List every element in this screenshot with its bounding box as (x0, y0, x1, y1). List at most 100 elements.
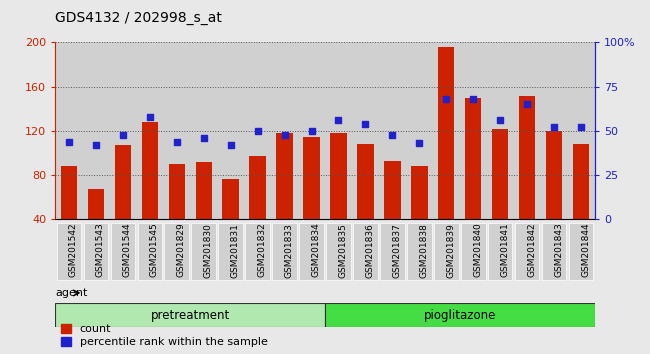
Bar (298, 42, 325, 219)
Text: GSM201543: GSM201543 (96, 223, 105, 278)
Bar (168, 164, 185, 264)
FancyBboxPatch shape (55, 303, 325, 327)
FancyBboxPatch shape (325, 303, 595, 327)
FancyBboxPatch shape (246, 223, 270, 280)
Bar (142, 122, 158, 264)
FancyBboxPatch shape (326, 223, 350, 280)
FancyBboxPatch shape (111, 223, 135, 280)
FancyBboxPatch shape (218, 223, 242, 280)
Bar (114, 145, 131, 264)
Bar (352, 42, 379, 219)
Bar (276, 133, 292, 264)
Point (549, 125, 560, 130)
Point (90, 142, 101, 148)
Bar (222, 178, 239, 264)
Point (495, 118, 506, 123)
Point (198, 135, 209, 141)
Text: GSM201841: GSM201841 (500, 223, 510, 278)
Point (118, 132, 128, 137)
Text: GSM201830: GSM201830 (203, 223, 213, 278)
Text: GSM201542: GSM201542 (69, 223, 78, 277)
Text: GSM201842: GSM201842 (527, 223, 536, 277)
Point (226, 142, 236, 148)
Bar (487, 42, 514, 219)
Point (144, 114, 155, 120)
Point (252, 128, 263, 134)
Text: GSM201835: GSM201835 (339, 223, 348, 278)
Bar (163, 42, 190, 219)
Text: GSM201829: GSM201829 (177, 223, 186, 278)
Point (360, 121, 370, 127)
Bar (514, 42, 541, 219)
Bar (196, 162, 212, 264)
Point (172, 139, 182, 144)
Text: GSM201833: GSM201833 (285, 223, 294, 278)
FancyBboxPatch shape (354, 223, 378, 280)
Bar (519, 96, 536, 264)
FancyBboxPatch shape (515, 223, 540, 280)
Bar (406, 42, 433, 219)
Text: GSM201834: GSM201834 (311, 223, 320, 278)
Text: GSM201839: GSM201839 (447, 223, 456, 278)
Bar (217, 42, 244, 219)
Bar (55, 42, 83, 219)
Text: GSM201840: GSM201840 (473, 223, 482, 278)
Legend: count, percentile rank within the sample: count, percentile rank within the sample (61, 324, 268, 347)
Text: GSM201544: GSM201544 (123, 223, 132, 277)
Bar (190, 42, 217, 219)
Bar (573, 144, 590, 264)
Bar (88, 188, 104, 264)
Bar (109, 42, 136, 219)
FancyBboxPatch shape (272, 223, 296, 280)
Bar (433, 42, 460, 219)
Bar (411, 166, 428, 264)
Bar (379, 42, 406, 219)
Text: GSM201837: GSM201837 (393, 223, 402, 278)
Bar (465, 98, 482, 264)
FancyBboxPatch shape (488, 223, 512, 280)
Bar (358, 144, 374, 264)
Text: GSM201831: GSM201831 (231, 223, 240, 278)
FancyBboxPatch shape (542, 223, 566, 280)
Bar (304, 137, 320, 264)
Point (64, 139, 74, 144)
FancyBboxPatch shape (164, 223, 188, 280)
Bar (546, 131, 562, 264)
Point (441, 96, 452, 102)
Bar (325, 42, 352, 219)
FancyBboxPatch shape (192, 223, 216, 280)
Bar (60, 166, 77, 264)
Point (468, 96, 478, 102)
Bar (568, 42, 595, 219)
Text: GSM201545: GSM201545 (150, 223, 159, 278)
FancyBboxPatch shape (380, 223, 404, 280)
FancyBboxPatch shape (138, 223, 162, 280)
Point (280, 132, 290, 137)
Bar (492, 129, 508, 264)
Bar (136, 42, 163, 219)
Bar (438, 47, 454, 264)
Bar (330, 133, 346, 264)
Text: GSM201844: GSM201844 (581, 223, 590, 277)
Text: GSM201843: GSM201843 (554, 223, 564, 278)
Point (522, 102, 532, 107)
Bar (82, 42, 109, 219)
Point (414, 141, 424, 146)
Point (333, 118, 344, 123)
Text: GSM201838: GSM201838 (419, 223, 428, 278)
Bar (271, 42, 298, 219)
Point (576, 125, 586, 130)
Bar (250, 156, 266, 264)
Bar (541, 42, 568, 219)
FancyBboxPatch shape (434, 223, 458, 280)
Bar (244, 42, 271, 219)
FancyBboxPatch shape (57, 223, 81, 280)
Text: agent: agent (55, 288, 88, 298)
FancyBboxPatch shape (84, 223, 108, 280)
FancyBboxPatch shape (569, 223, 593, 280)
Point (306, 128, 317, 134)
Text: pioglitazone: pioglitazone (424, 309, 496, 321)
Point (387, 132, 398, 137)
FancyBboxPatch shape (300, 223, 324, 280)
Text: GSM201836: GSM201836 (365, 223, 374, 278)
